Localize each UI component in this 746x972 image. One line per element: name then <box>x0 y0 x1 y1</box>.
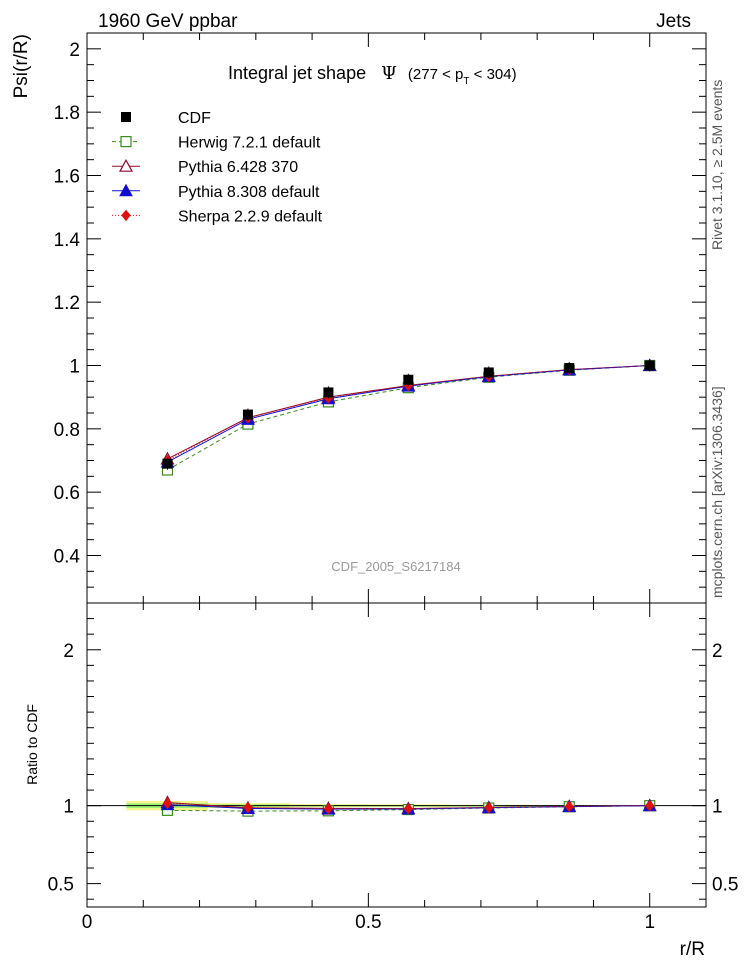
ratio-series-point <box>484 801 494 814</box>
ratio-tick-label: 1 <box>63 797 74 818</box>
ratio-tick-label: 0.5 <box>48 875 74 896</box>
y-tick-label: 0.8 <box>54 420 80 441</box>
data-point <box>564 363 575 374</box>
data-point <box>162 458 173 469</box>
legend-label: Pythia 6.428 370 <box>178 159 298 176</box>
y-tick-label: 0.6 <box>54 483 80 504</box>
legend-label: Sherpa 2.2.9 default <box>178 208 323 225</box>
y-axis-label: Psi(r/R) <box>11 34 32 98</box>
ratio-series-point <box>403 802 413 815</box>
ratio-series-point <box>645 799 655 812</box>
legend: CDF Herwig 7.2.1 default Pythia 6.428 370 P… <box>112 110 323 225</box>
data-point <box>242 409 253 420</box>
x-axis-label: r/R <box>680 939 705 960</box>
ratio-tick-label-right: 0.5 <box>712 875 738 896</box>
data-point <box>403 374 414 385</box>
ratio-tick-label-right: 1 <box>712 797 723 818</box>
y-tick-label: 1.8 <box>54 103 80 124</box>
legend-marker <box>118 158 134 172</box>
ratio-series-point <box>162 797 173 810</box>
ratio-tick-label-right: 2 <box>712 641 723 662</box>
data-point <box>644 360 655 371</box>
series-group <box>160 358 657 817</box>
legend-label: Herwig 7.2.1 default <box>178 135 321 152</box>
header-right: Jets <box>656 11 691 32</box>
y-tick-label: 1.6 <box>54 167 80 188</box>
legend-label: CDF <box>178 110 211 127</box>
plot-title: Integral jet shape Ψ (277 < pT < 304) <box>228 63 517 87</box>
legend-marker <box>121 112 131 122</box>
y-tick-label: 1 <box>69 357 80 378</box>
mcplots-label: mcplots.cern.ch [arXiv:1306.3436] <box>709 386 725 598</box>
plot-title-main: Integral jet shape <box>228 63 366 83</box>
plot-title-sub: T <box>463 76 469 87</box>
y-tick-label: 1.4 <box>54 230 81 251</box>
rivet-label: Rivet 3.1.10, ≥ 2.5M events <box>709 80 725 250</box>
x-tick-label: 1 <box>644 912 655 933</box>
y-tick-label: 2 <box>69 40 80 61</box>
x-tick-label: 0 <box>82 912 93 933</box>
axis-ticks: 0 0.5 1 0.4 0.6 0.8 1 1.2 1.4 1.6 1.8 2 0.5 0.5 1 1 2 2 <box>48 33 738 933</box>
ratio-series-point <box>243 801 253 814</box>
legend-marker <box>120 136 132 148</box>
y-tick-label: 1.2 <box>54 293 80 314</box>
ratio-panel-frame <box>86 602 707 908</box>
plot-title-range-end: < 304) <box>470 66 517 83</box>
legend-marker <box>119 183 133 197</box>
legend-label: Pythia 8.308 default <box>178 184 320 201</box>
y-tick-label: 0.4 <box>54 547 81 568</box>
x-tick-label: 0.5 <box>355 912 381 933</box>
header-left: 1960 GeV ppbar <box>98 11 238 32</box>
watermark: CDF_2005_S6217184 <box>331 559 460 574</box>
plot-title-range: (277 < p <box>408 66 463 83</box>
data-point <box>483 367 494 378</box>
ratio-tick-label: 2 <box>63 641 74 662</box>
data-point <box>323 387 334 398</box>
ratio-y-axis-label: Ratio to CDF <box>24 704 40 785</box>
ratio-series-point <box>564 800 574 813</box>
plot-title-psi: Ψ <box>381 63 397 84</box>
legend-marker <box>121 209 131 222</box>
ratio-series-point <box>323 802 334 815</box>
